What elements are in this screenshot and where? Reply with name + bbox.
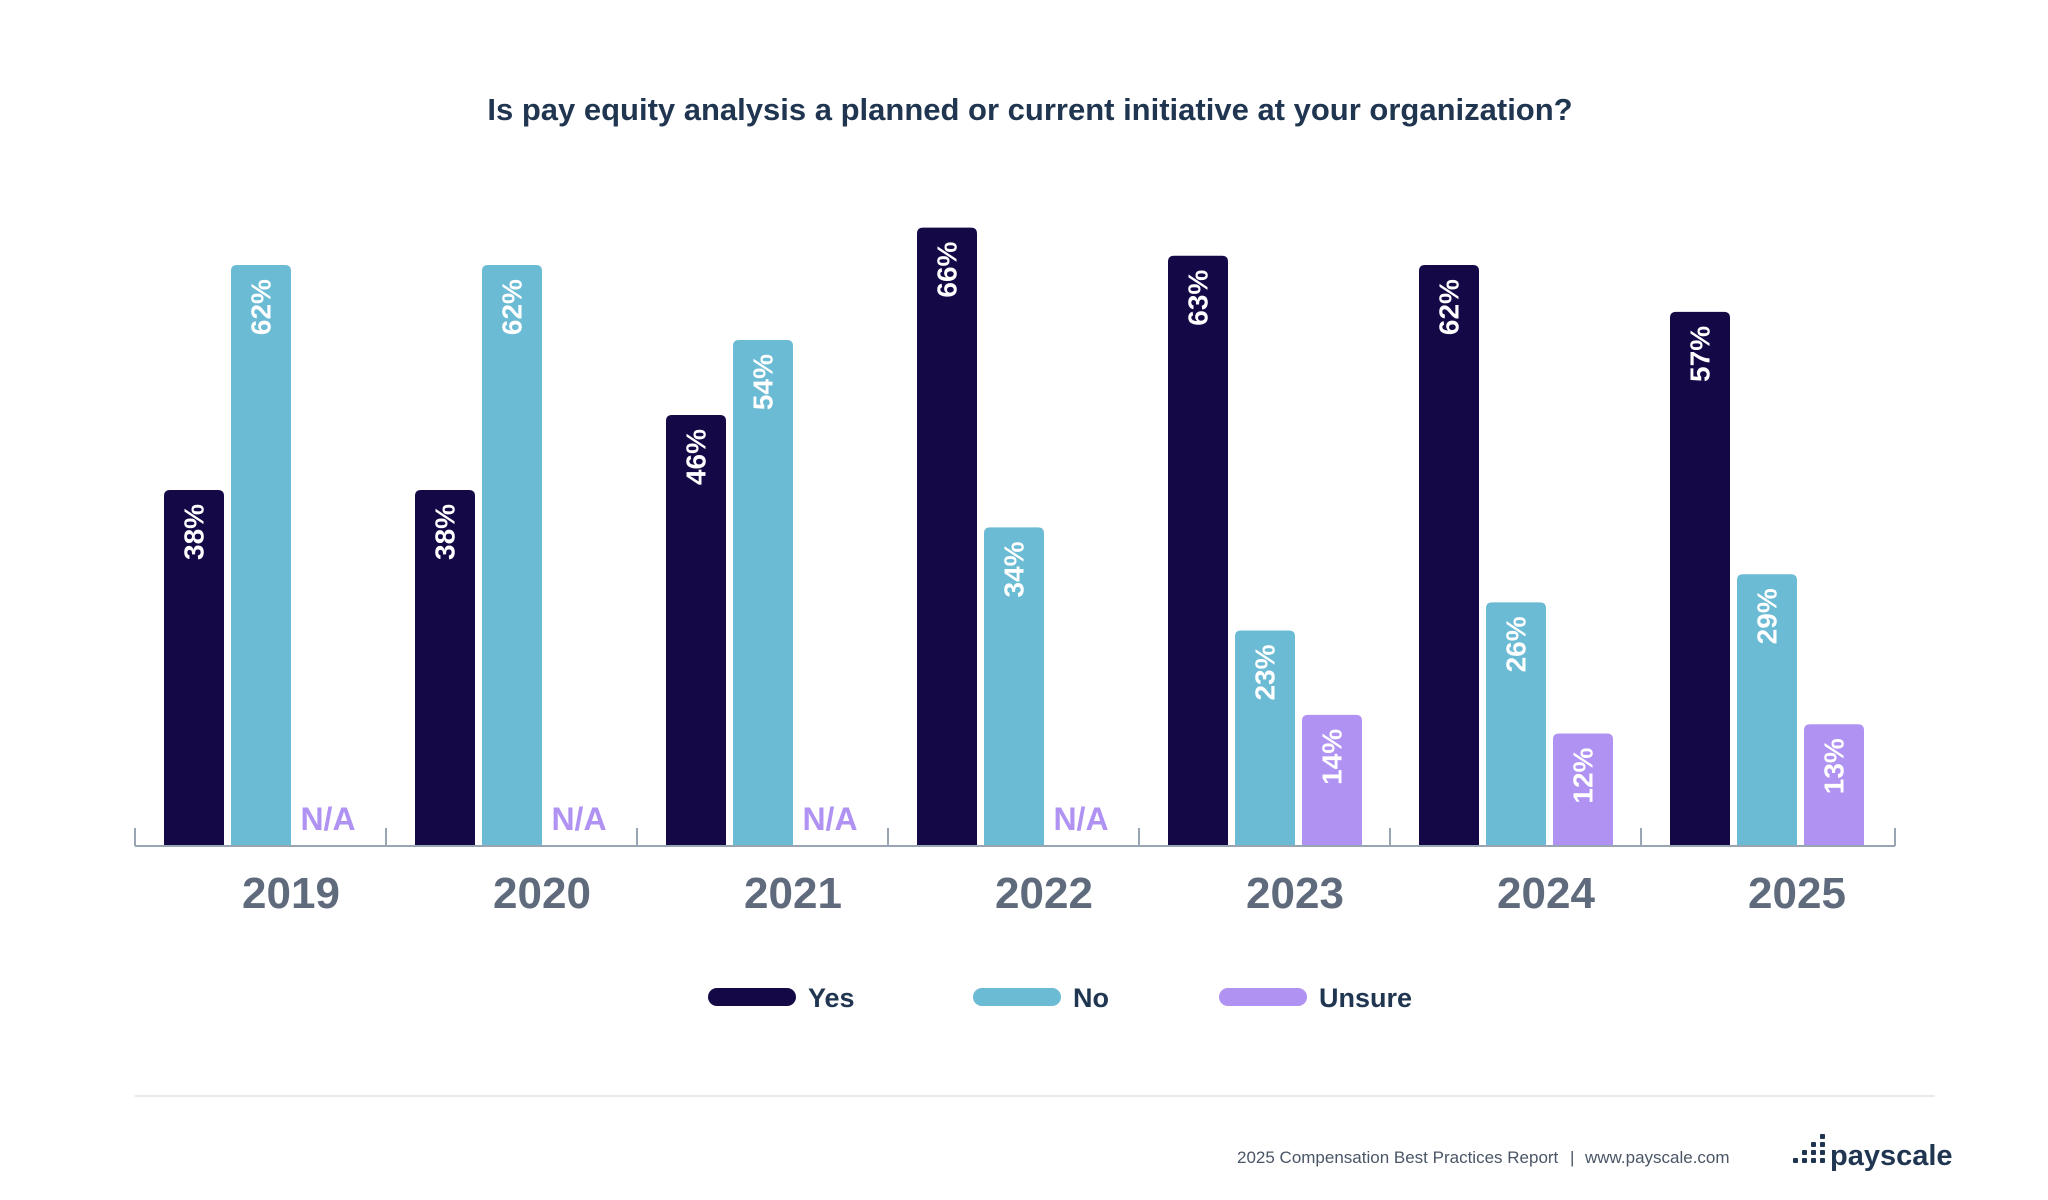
x-tick-label-2024: 2024 <box>1497 869 1595 918</box>
bar-label-no-2021: 54% <box>748 354 779 410</box>
footer-separator: | <box>1570 1148 1574 1167</box>
footer-report-text: 2025 Compensation Best Practices Report <box>1237 1148 1559 1167</box>
na-label-unsure-2019: N/A <box>300 801 355 837</box>
x-tick-label-2025: 2025 <box>1748 869 1846 918</box>
legend-label-no: No <box>1073 983 1109 1013</box>
x-tick-label-2020: 2020 <box>493 869 591 918</box>
x-axis-tick-labels: 2019 2020 2021 2022 2023 2024 2025 <box>242 869 1846 918</box>
bar-label-no-2020: 62% <box>497 279 528 335</box>
bar-yes-2025 <box>1670 312 1730 846</box>
bar-label-yes-2025: 57% <box>1685 326 1716 382</box>
bar-label-no-2019: 62% <box>246 279 277 335</box>
bar-no-2019 <box>231 265 291 846</box>
bar-label-no-2024: 26% <box>1501 616 1532 672</box>
footer-url: www.payscale.com <box>1584 1148 1730 1167</box>
bar-label-unsure-2025: 13% <box>1819 738 1850 794</box>
na-label-unsure-2022: N/A <box>1053 801 1108 837</box>
bar-yes-2023 <box>1168 256 1228 846</box>
bar-label-yes-2019: 38% <box>179 504 210 560</box>
na-label-unsure-2020: N/A <box>551 801 606 837</box>
legend-swatch-no <box>973 988 1061 1006</box>
x-tick-label-2022: 2022 <box>995 869 1093 918</box>
bars-group: 38% 62% N/A 38% 62% N/A 46% 54% N/A 66% 34% N/A 63% 2… <box>164 228 1864 846</box>
legend-swatch-yes <box>708 988 796 1006</box>
brand-name: payscale <box>1830 1140 1953 1172</box>
x-tick-label-2021: 2021 <box>744 869 842 918</box>
legend-label-yes: Yes <box>808 983 855 1013</box>
x-tick-label-2023: 2023 <box>1246 869 1344 918</box>
bar-label-yes-2023: 63% <box>1183 270 1214 326</box>
bar-label-unsure-2024: 12% <box>1568 747 1599 803</box>
legend-label-unsure: Unsure <box>1319 983 1412 1013</box>
payscale-dots-logo-icon <box>1793 1134 1825 1163</box>
bar-label-no-2023: 23% <box>1250 644 1281 700</box>
bar-label-yes-2020: 38% <box>430 504 461 560</box>
bar-label-no-2025: 29% <box>1752 588 1783 644</box>
bar-no-2021 <box>733 340 793 846</box>
x-tick-label-2019: 2019 <box>242 869 340 918</box>
bar-label-yes-2024: 62% <box>1434 279 1465 335</box>
bar-label-no-2022: 34% <box>999 541 1030 597</box>
legend-swatch-unsure <box>1219 988 1307 1006</box>
chart: Is pay equity analysis a planned or curr… <box>0 0 2048 1200</box>
bar-yes-2024 <box>1419 265 1479 846</box>
na-label-unsure-2021: N/A <box>802 801 857 837</box>
chart-title: Is pay equity analysis a planned or curr… <box>487 92 1572 127</box>
bar-label-yes-2021: 46% <box>681 429 712 485</box>
bar-no-2020 <box>482 265 542 846</box>
bar-yes-2022 <box>917 228 977 846</box>
legend: Yes No Unsure <box>708 983 1412 1013</box>
bar-label-yes-2022: 66% <box>932 241 963 297</box>
bar-label-unsure-2023: 14% <box>1317 729 1348 785</box>
